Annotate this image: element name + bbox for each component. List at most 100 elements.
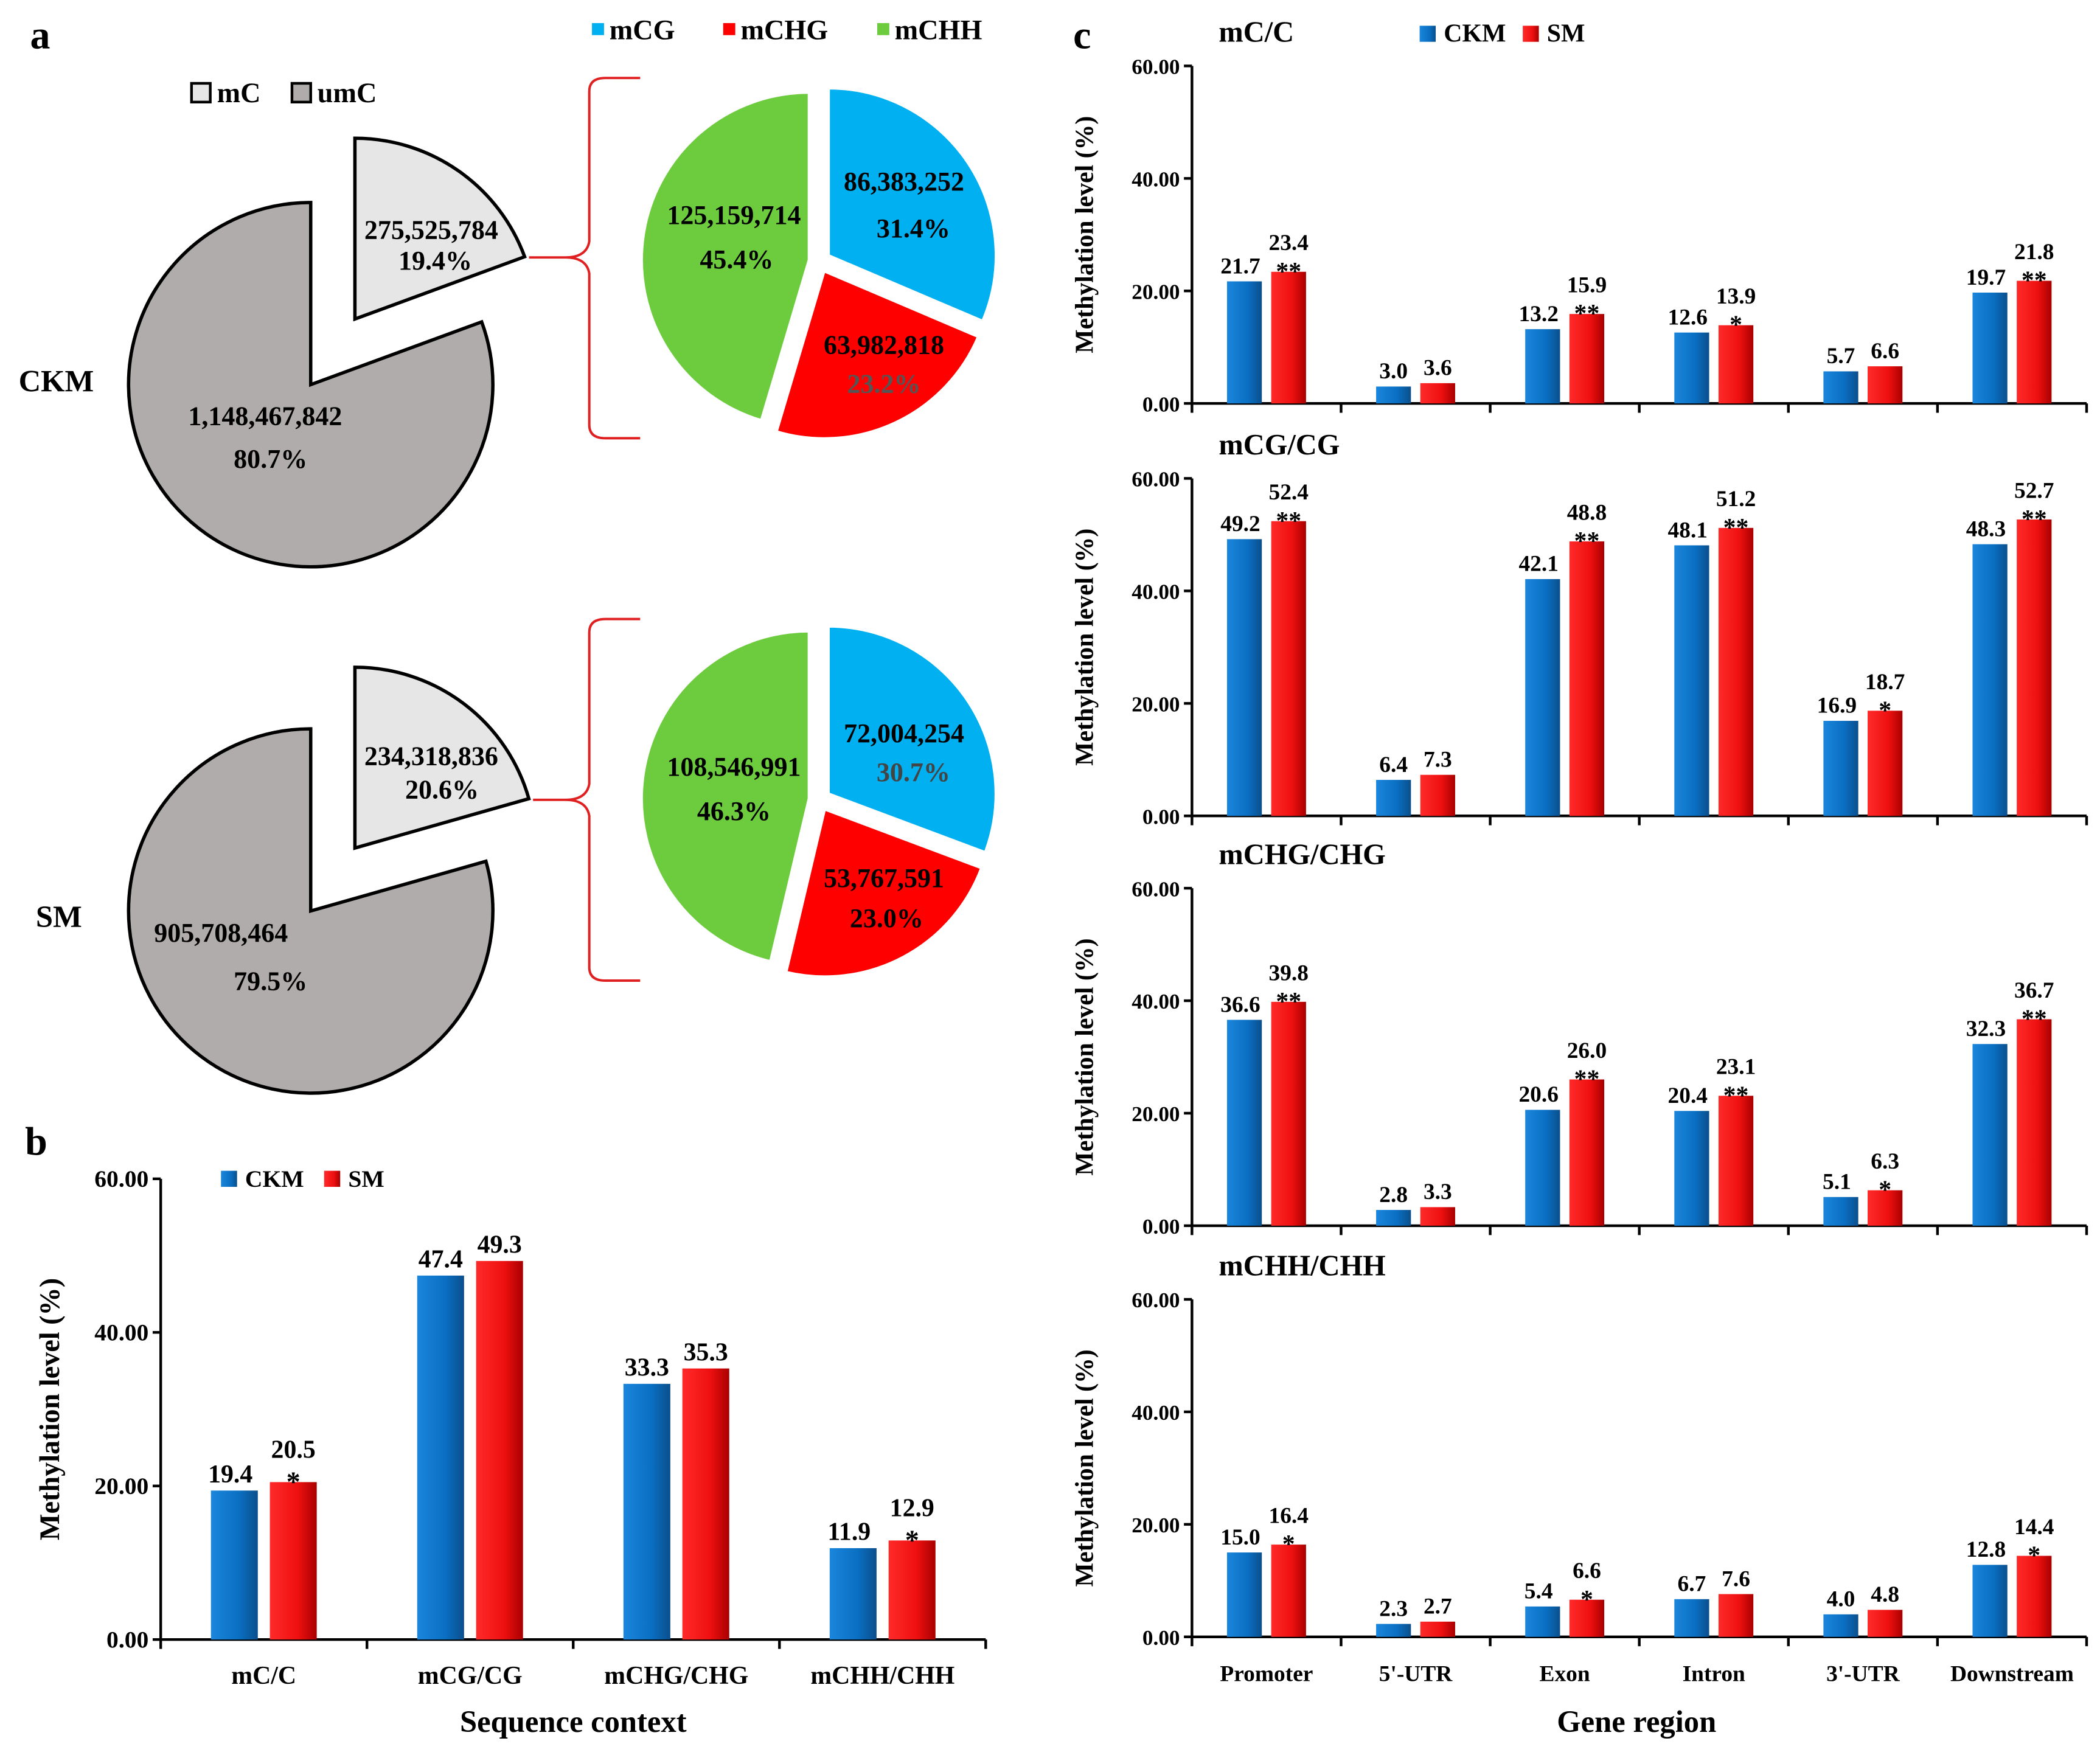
pie-count-mcg: 72,004,254: [844, 718, 964, 748]
data-label: 5.1: [1823, 1170, 1851, 1195]
bar-sm: [1868, 1610, 1903, 1637]
significance-marker: *: [2028, 1542, 2040, 1570]
bar-ckm: [1376, 1210, 1411, 1226]
data-label: 23.4: [1269, 231, 1309, 255]
y-tick-label: 0.00: [1142, 392, 1180, 416]
significance-marker: *: [1580, 1586, 1593, 1614]
x-tick-label: Intron: [1683, 1661, 1745, 1686]
pie-count-mc: 234,318,836: [364, 742, 498, 771]
data-label: 51.2: [1716, 487, 1756, 512]
data-label: 7.6: [1722, 1566, 1750, 1591]
data-label: 5.4: [1525, 1579, 1553, 1604]
bar-ckm: [1226, 539, 1262, 816]
legend: CKM SM: [1419, 20, 1585, 48]
y-tick-label: 60.00: [1132, 468, 1180, 492]
legend-label-mchg: mCHG: [740, 14, 828, 45]
data-label: 15.0: [1220, 1525, 1260, 1550]
bar-sm: [1718, 527, 1754, 816]
y-tick-label: 60.00: [1132, 55, 1180, 79]
legend-label-mchh: mCHH: [895, 14, 982, 45]
bar-sm: [2017, 1019, 2052, 1226]
chart-c-mchg-chg: 0.00 20.00 40.00 60.00 36.6 39.8 ** 2.8 3.3 20.6 2…: [1071, 838, 2088, 1239]
bar-sm: [1718, 1096, 1754, 1226]
panel-label-b: b: [25, 1119, 47, 1164]
bar-ckm: [1226, 1020, 1262, 1226]
pie-count-mc: 275,525,784: [364, 215, 498, 245]
data-label: 4.8: [1871, 1582, 1899, 1607]
bar-ckm: [1674, 1599, 1709, 1637]
data-label: 6.6: [1573, 1559, 1601, 1583]
bar-ckm: [623, 1383, 670, 1640]
data-label: 35.3: [684, 1338, 728, 1366]
bar-ckm: [1972, 544, 2008, 816]
y-tick-label: 0.00: [1142, 1626, 1180, 1650]
pie-percent-mchh: 45.4%: [700, 245, 773, 274]
data-label: 39.8: [1269, 961, 1309, 985]
pie-percent-mchg: 23.0%: [850, 903, 923, 933]
data-label: 49.2: [1220, 512, 1260, 537]
y-tick-label: 60.00: [1132, 877, 1180, 901]
pie-percent-mcg: 30.7%: [877, 757, 950, 787]
significance-marker: **: [1276, 258, 1301, 286]
data-label: 21.8: [2014, 240, 2054, 265]
legend-swatch-ckm: [221, 1170, 237, 1187]
bar-ckm: [1376, 780, 1411, 816]
legend-swatch-sm: [324, 1170, 341, 1187]
pie-percent-mchg: 23.2%: [847, 369, 920, 399]
bar-sm: [2017, 519, 2052, 816]
panel-label-a: a: [30, 13, 50, 58]
significance-marker: **: [1574, 300, 1600, 328]
pie-percent-mc: 20.6%: [405, 775, 479, 805]
bar-ckm: [1674, 332, 1709, 404]
subplot-title: mCG/CG: [1219, 429, 1340, 461]
pie-count-mchg: 63,982,818: [824, 330, 944, 360]
pie-count-umc: 905,708,464: [154, 918, 288, 948]
legend-swatch-mcg: [592, 23, 604, 35]
bar-sm: [1271, 1545, 1306, 1637]
data-label: 20.6: [1518, 1082, 1558, 1107]
data-label: 26.0: [1567, 1038, 1607, 1063]
legend-swatch-mc: [190, 82, 212, 104]
bar-ckm: [1823, 720, 1858, 816]
bar-sm: [2017, 1555, 2052, 1637]
x-tick-label: mCHG/CHG: [604, 1662, 748, 1690]
data-label: 23.1: [1716, 1055, 1756, 1080]
y-tick-label: 20.00: [1132, 1513, 1180, 1537]
data-label: 5.7: [1827, 344, 1855, 369]
pie-count-mcg: 86,383,252: [844, 167, 964, 196]
data-label: 2.7: [1424, 1594, 1452, 1619]
bar-ckm: [1823, 1614, 1858, 1637]
legend-label-ckm: CKM: [1444, 20, 1506, 48]
legend-label-sm: SM: [1547, 20, 1585, 48]
legend-label-ckm: CKM: [245, 1166, 304, 1192]
pie-count-mchh: 125,159,714: [667, 200, 801, 230]
y-axis-title: Methylation level (%): [34, 1278, 65, 1540]
y-tick-label: 20.00: [94, 1473, 148, 1500]
data-label: 7.3: [1424, 748, 1452, 773]
y-tick-label: 0.00: [106, 1626, 148, 1653]
bar-ckm: [829, 1548, 877, 1640]
bar-sm: [1271, 271, 1306, 404]
data-label: 20.5: [271, 1436, 316, 1464]
y-tick-label: 0.00: [1142, 1215, 1180, 1239]
y-tick-label: 60.00: [1132, 1288, 1180, 1312]
legend: CKM SM: [221, 1166, 384, 1192]
significance-marker: **: [2022, 506, 2047, 533]
data-label: 21.7: [1220, 254, 1260, 279]
bar-ckm: [1674, 1111, 1709, 1226]
data-label: 48.8: [1567, 500, 1607, 525]
significance-marker: *: [1282, 1531, 1295, 1559]
data-label: 3.0: [1379, 359, 1408, 384]
pie-percent-mc: 19.4%: [398, 246, 472, 276]
brace-connector: [529, 77, 641, 440]
data-label: 3.6: [1424, 356, 1452, 381]
bar-ckm: [1972, 1044, 2008, 1226]
pie-group-sm: SM 234,318,836 20.6% 905,708,464 79.5% 72,004…: [36, 617, 998, 1095]
bar-sm: [1569, 1599, 1605, 1637]
data-label: 6.4: [1379, 752, 1408, 777]
pie-slice-mc: [353, 666, 531, 850]
